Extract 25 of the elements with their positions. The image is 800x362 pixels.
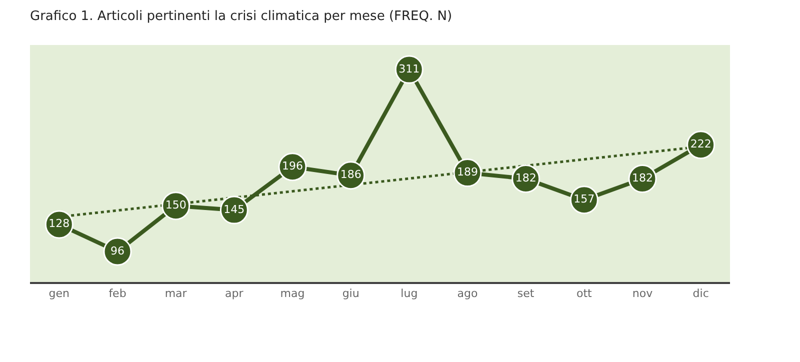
- x-tick-label: set: [517, 287, 535, 300]
- data-label: 128: [48, 217, 70, 230]
- data-label: 311: [398, 62, 420, 76]
- data-label: 157: [574, 192, 595, 206]
- x-tick-label: nov: [632, 287, 654, 300]
- data-label: 186: [340, 168, 362, 182]
- data-label: 189: [457, 166, 478, 179]
- data-label: 150: [165, 198, 186, 212]
- x-tick-label: giu: [342, 287, 360, 300]
- x-tick-label: gen: [48, 287, 70, 300]
- data-label: 96: [110, 244, 124, 258]
- data-label: 182: [515, 171, 536, 184]
- x-tick-label: dic: [692, 287, 709, 300]
- data-label: 145: [224, 202, 245, 216]
- data-label: 182: [632, 171, 653, 184]
- x-tick-label: feb: [108, 287, 126, 300]
- x-tick-label: ott: [576, 287, 593, 300]
- x-tick-label: ago: [457, 287, 478, 300]
- x-tick-label: mag: [280, 287, 305, 300]
- data-label: 222: [690, 138, 712, 151]
- data-label: 196: [282, 160, 303, 173]
- x-tick-label: mar: [164, 287, 188, 300]
- x-tick-label: lug: [400, 287, 418, 300]
- chart-title: Grafico 1. Articoli pertinenti la crisi climatica per mese (FREQ. N): [30, 8, 452, 24]
- x-tick-label: apr: [225, 287, 244, 300]
